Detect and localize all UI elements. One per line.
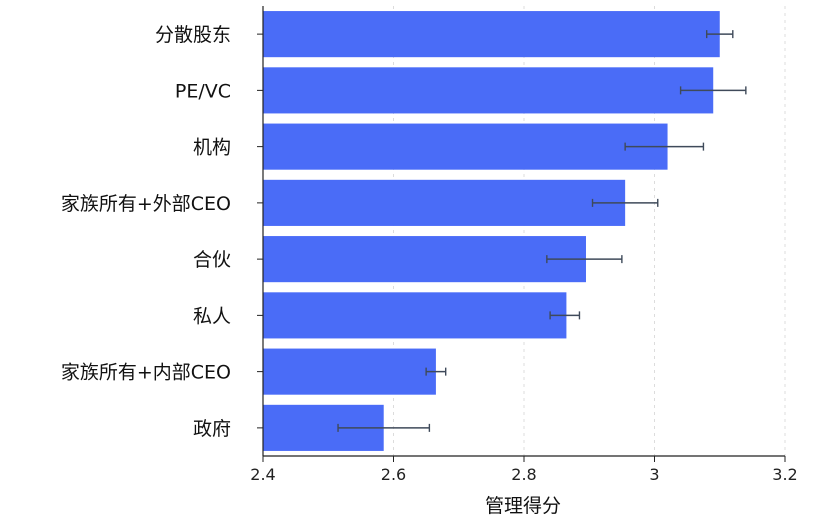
x-tick-labels: 2.4 2.6 2.8 3 3.2 — [250, 456, 798, 484]
category-label: PE/VC — [175, 80, 231, 102]
bar — [263, 123, 668, 170]
grid-lines — [393, 6, 786, 456]
category-label: 私人 — [193, 305, 231, 327]
bar — [263, 292, 567, 339]
x-tick-label: 2.4 — [250, 465, 275, 484]
x-tick-label: 2.8 — [511, 465, 536, 484]
bar — [263, 67, 714, 114]
bar — [263, 179, 626, 226]
category-label: 机构 — [193, 137, 231, 159]
x-tick-label: 2.6 — [381, 465, 406, 484]
bars — [263, 11, 720, 451]
bar — [263, 11, 720, 58]
category-label: 家族所有+内部CEO — [61, 362, 231, 384]
category-label: 分散股东 — [155, 24, 231, 46]
bar — [263, 348, 436, 395]
error-bars — [337, 30, 747, 432]
x-axis-title: 管理得分 — [485, 495, 561, 517]
category-label: 政府 — [193, 418, 231, 440]
bar — [263, 236, 586, 283]
x-tick-label: 3.2 — [772, 465, 797, 484]
category-label: 合伙 — [193, 249, 231, 271]
x-tick-label: 3 — [649, 465, 659, 484]
category-label: 家族所有+外部CEO — [61, 193, 231, 215]
